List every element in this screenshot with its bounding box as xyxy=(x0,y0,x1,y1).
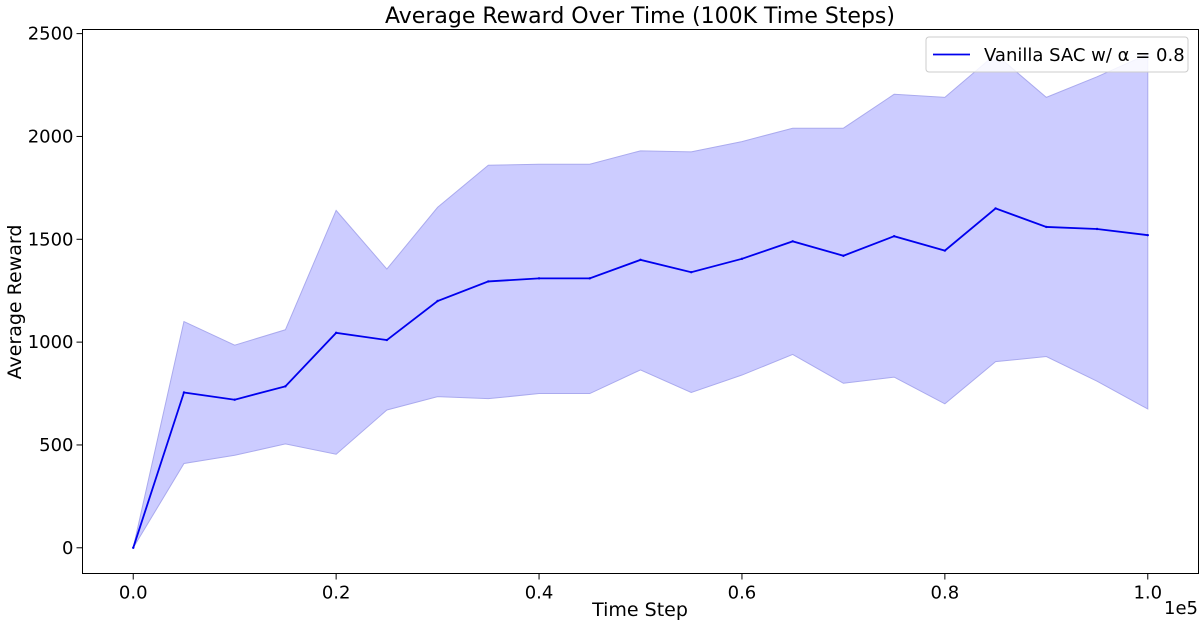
x-tick-label: 0.0 xyxy=(119,583,148,604)
y-tick-label: 2000 xyxy=(28,126,74,147)
data-point xyxy=(132,546,135,549)
data-point xyxy=(182,391,186,394)
data-point xyxy=(994,207,997,210)
y-axis: 0 500 1000 1500 2000 2500 xyxy=(28,24,83,559)
x-axis: 0.0 0.2 0.4 0.6 0.8 1.0 xyxy=(119,573,1162,604)
data-point xyxy=(334,331,338,335)
data-point xyxy=(233,398,236,401)
data-point xyxy=(1146,233,1149,237)
y-tick-label: 500 xyxy=(39,435,73,456)
data-point xyxy=(943,249,947,252)
y-tick-label: 0 xyxy=(62,538,73,559)
x-tick-label: 0.4 xyxy=(525,583,554,604)
legend-box xyxy=(925,36,1189,73)
x-tick-label: 1.0 xyxy=(1133,583,1162,604)
y-axis-label: Average Reward xyxy=(4,225,26,380)
data-point xyxy=(1045,225,1048,229)
y-tick-label: 1000 xyxy=(28,332,74,353)
legend-label: Vanilla SAC w/ α = 0.8 xyxy=(984,45,1185,66)
data-point xyxy=(588,277,591,280)
x-axis-label: Time Step xyxy=(591,599,688,621)
data-point xyxy=(385,338,389,342)
data-point xyxy=(892,235,896,238)
data-point xyxy=(639,258,642,262)
plot-area xyxy=(132,53,1149,549)
y-tick-label: 1500 xyxy=(28,229,74,250)
data-point xyxy=(690,270,693,274)
x-tick-label: 0.2 xyxy=(322,583,351,604)
y-tick-label: 2500 xyxy=(28,24,74,45)
data-point xyxy=(284,385,287,388)
data-point xyxy=(842,254,845,257)
data-point xyxy=(1095,227,1099,231)
plot-frame xyxy=(82,29,1199,574)
x-tick-label: 0.8 xyxy=(931,583,960,604)
x-offset-label: 1e5 xyxy=(1164,598,1198,619)
data-point xyxy=(791,240,794,243)
confidence-band xyxy=(132,53,1149,549)
chart-title: Average Reward Over Time (100K Time Step… xyxy=(385,4,895,29)
data-point xyxy=(487,280,490,283)
data-point xyxy=(436,299,439,303)
data-point xyxy=(537,277,541,280)
legend: Vanilla SAC w/ α = 0.8 xyxy=(925,36,1189,73)
data-point xyxy=(740,257,744,261)
x-tick-label: 0.6 xyxy=(728,583,757,604)
